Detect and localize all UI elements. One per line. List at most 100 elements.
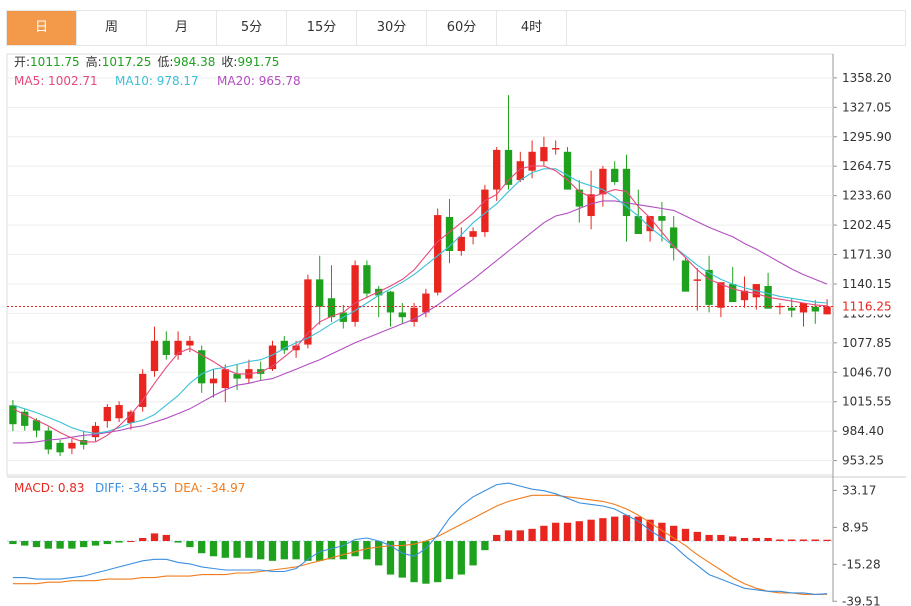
- y-tick-label: 1358.20: [842, 71, 892, 85]
- macd-bar: [634, 516, 642, 542]
- candle-body: [9, 405, 17, 425]
- candle-body: [729, 284, 737, 303]
- candle-body: [434, 215, 442, 293]
- y-tick-label: 1233.60: [842, 189, 892, 203]
- candle-body: [504, 149, 513, 185]
- macd-bar: [469, 541, 477, 566]
- macd-y-tick-label: 8.95: [842, 520, 869, 534]
- ohlc-info: 开:1011.75 高:1017.25 低:984.38 收:991.75: [14, 54, 279, 69]
- macd-bar: [316, 541, 324, 561]
- ohlc-high: 1017.25: [102, 55, 152, 69]
- tab-2[interactable]: 月: [147, 11, 217, 45]
- macd-bar: [386, 541, 395, 575]
- candle-body: [410, 307, 418, 322]
- candle-body: [162, 340, 170, 355]
- macd-bar: [670, 525, 678, 542]
- macd-bar: [410, 541, 418, 583]
- candle-body: [646, 216, 654, 232]
- ma5-line: [12, 165, 828, 443]
- candle-body: [658, 216, 666, 221]
- tab-1[interactable]: 周: [77, 11, 147, 45]
- last-price-tag: [834, 297, 906, 315]
- macd-bar: [398, 541, 406, 578]
- y-tick-label: 953.25: [842, 454, 884, 468]
- last-price-label: 1116.25: [842, 300, 892, 314]
- macd-bar: [823, 539, 831, 542]
- ohlc-low: 984.38: [173, 55, 215, 69]
- candle-body: [103, 406, 111, 422]
- candle-body: [56, 442, 64, 453]
- macd-bar: [103, 541, 111, 545]
- candle-body: [91, 425, 100, 438]
- ohlc-open: 1011.75: [30, 55, 80, 69]
- candle-body: [198, 350, 206, 384]
- tab-3[interactable]: 5分: [217, 11, 287, 45]
- candle-body: [634, 216, 642, 235]
- ohlc-open-label: 开:: [14, 55, 30, 69]
- macd-bar: [150, 533, 159, 542]
- macd-bar: [504, 530, 513, 542]
- macd-bar: [622, 515, 631, 542]
- macd-bar: [257, 541, 265, 560]
- tab-0[interactable]: 日: [7, 11, 77, 45]
- macd-bar: [587, 519, 595, 542]
- candle-body: [115, 405, 123, 419]
- macd-bar: [292, 541, 300, 560]
- candle-body: [516, 161, 524, 181]
- macd-bar: [599, 518, 607, 542]
- candle-body: [398, 312, 406, 318]
- candle-body: [209, 378, 218, 384]
- candle-body: [32, 420, 41, 431]
- y-tick-label: 984.40: [842, 424, 884, 438]
- ma20-label: MA20: 965.78: [217, 74, 301, 88]
- candle-body: [575, 189, 583, 207]
- dea-label: DEA: -34.97: [174, 481, 245, 495]
- macd-bar: [552, 522, 560, 542]
- macd-bar: [563, 522, 572, 542]
- macd-bar: [363, 541, 371, 560]
- y-tick-label: 1140.15: [842, 277, 892, 291]
- tab-7[interactable]: 4时: [497, 11, 567, 45]
- candle-body: [363, 265, 371, 294]
- candle-body: [670, 227, 678, 249]
- macd-bar: [9, 541, 17, 545]
- ma5-label: MA5: 1002.71: [14, 74, 98, 88]
- macd-bar: [788, 539, 796, 542]
- candle-body: [681, 260, 690, 292]
- candle-body: [445, 216, 454, 252]
- candle-body: [304, 279, 312, 345]
- tab-4[interactable]: 15分: [287, 11, 357, 45]
- dea-line: [12, 494, 828, 595]
- macd-bar: [658, 522, 666, 542]
- macd-bar: [139, 537, 147, 542]
- y-tick-label: 1171.30: [842, 248, 892, 262]
- ohlc-low-label: 低:: [157, 55, 173, 69]
- macd-bar: [457, 541, 465, 575]
- candle-body: [693, 279, 701, 281]
- diff-line: [12, 482, 828, 595]
- macd-bar: [268, 541, 277, 561]
- macd-y-tick-label: -39.51: [842, 594, 881, 606]
- candle-body: [788, 307, 796, 311]
- candle-body: [268, 345, 277, 370]
- tab-5[interactable]: 30分: [357, 11, 427, 45]
- macd-bar: [186, 541, 194, 548]
- candle-body: [127, 411, 135, 424]
- macd-bar: [776, 539, 784, 542]
- macd-bar: [811, 539, 819, 542]
- macd-bar: [21, 541, 29, 546]
- candle-body: [599, 168, 607, 195]
- macd-bar: [56, 541, 64, 549]
- tab-6[interactable]: 60分: [427, 11, 497, 45]
- ohlc-high-label: 高:: [86, 54, 102, 69]
- candle-body: [327, 298, 336, 318]
- candle-body: [386, 291, 395, 313]
- macd-y-tick-label: -15.28: [842, 557, 881, 571]
- macd-bar: [516, 530, 524, 542]
- macd-bar: [80, 541, 88, 548]
- candle-body: [528, 151, 536, 171]
- ma10-label: MA10: 978.17: [115, 74, 199, 88]
- candle-body: [457, 236, 465, 252]
- macd-bar: [575, 521, 583, 542]
